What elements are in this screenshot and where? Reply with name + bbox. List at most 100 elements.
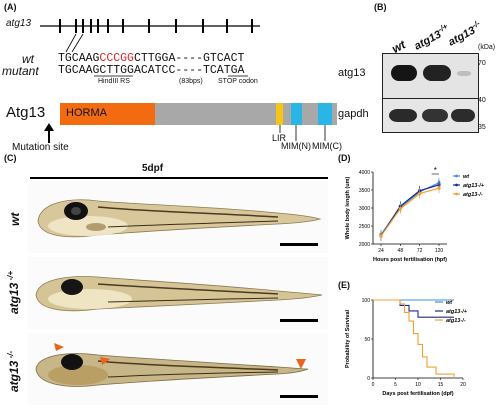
blot-label-atg13: atg13 <box>338 67 366 79</box>
legend-marker-d <box>455 192 458 196</box>
survival-curve-2 <box>373 299 455 378</box>
wt-seq-gap: ---- <box>175 52 203 65</box>
chart-survival: 0 50 100 0 5 10 15 20 Days post fertilisation (d… <box>345 298 468 397</box>
x-tick-label-d: 24 <box>378 248 384 254</box>
western-blot-gapdh <box>382 98 479 133</box>
legend-marker-d <box>455 174 458 178</box>
mim-n-label: MIM(N) <box>281 141 311 151</box>
mutant-sequence: TGCAAGCTTGGACATCC----TCATGA <box>58 64 244 77</box>
y-tick-label-e: 50 <box>364 337 370 343</box>
gene-structure-diagram <box>40 19 337 143</box>
row-label-hom-sup: -/- <box>6 350 15 361</box>
row-label-hom: atg13 -/- <box>6 351 21 392</box>
panel-label-a: (A) <box>4 2 17 12</box>
kda-label: (kDa) <box>478 44 496 51</box>
y-axis-label-d: Whole body length (um) <box>345 177 351 240</box>
x-axis-label-d: Hours post fertilisation (hpf) <box>373 257 447 263</box>
data-point-d <box>437 186 441 190</box>
band-hom-gapdh <box>451 109 475 122</box>
y-tick-label-d: 2500 <box>359 224 370 230</box>
mut-seq-hindiii-site: AAGCTT <box>78 64 121 77</box>
x-tick-label-e: 5 <box>394 382 397 388</box>
scale-bar-wt <box>280 243 318 246</box>
mut-seq-stop-codon: TGA <box>223 64 245 77</box>
data-point-d <box>379 234 383 238</box>
scale-bar-het <box>280 319 318 322</box>
stage-bar <box>30 177 328 179</box>
protein-name: Atg13 <box>6 104 46 121</box>
larva-hom <box>35 343 309 387</box>
mut-seq-part3: TCA <box>202 64 224 77</box>
panel-label-e: (E) <box>338 280 350 290</box>
band-het-gapdh <box>422 109 448 122</box>
arrowhead-marker-3 <box>296 359 306 369</box>
wt-sequence: TGCAAGCCCGGCTTGGA----GTCACT <box>58 52 244 65</box>
legend-label-d: wt <box>463 174 470 180</box>
wt-seq-deleted: CCCGG <box>99 52 134 65</box>
legend-label-e: wt <box>446 300 453 306</box>
row-label-het-sup: -/+ <box>6 270 15 283</box>
wt-seq-part1: TGCAAG <box>58 52 100 65</box>
x-tick-label-d: 72 <box>417 248 423 254</box>
horma-domain-label: HORMA <box>66 107 107 119</box>
mim-c-label: MIM(C) <box>312 141 342 151</box>
band-wt-atg13 <box>391 65 417 81</box>
wt-row-label: wt <box>22 52 34 66</box>
x-tick-label-e: 15 <box>438 382 444 388</box>
row-label-hom-base: atg13 <box>7 360 21 392</box>
panel-label-c: (C) <box>4 153 17 163</box>
bps-label: (83bps) <box>179 78 203 85</box>
y-axis-label-e: Probability of Survival <box>345 309 351 368</box>
x-tick-label-e: 0 <box>372 382 375 388</box>
y-tick-label-d: 3500 <box>359 188 370 194</box>
larva-het <box>35 276 323 312</box>
fish-image-hom <box>28 333 328 405</box>
chart-body-length: 2000 2500 3000 3500 4000 24 48 72 120 Hours post … <box>345 166 485 263</box>
row-label-het: atg13 -/+ <box>6 271 21 314</box>
mutant-row-label: mutant <box>2 64 39 78</box>
mw-marker-blot1: 70 <box>478 60 486 67</box>
larva-wt <box>37 199 322 238</box>
series-line-d-2 <box>380 187 440 237</box>
y-tick-label-d: 2000 <box>359 242 370 248</box>
arrowhead-marker-1 <box>54 343 64 351</box>
legend-label-e: atg13-/+ <box>446 309 468 315</box>
x-tick-label-d: 120 <box>435 248 444 254</box>
mut-seq-part1: TGC <box>58 64 79 77</box>
panel-label-b: (B) <box>374 2 387 12</box>
y-tick-label-d: 4000 <box>359 170 370 176</box>
panel-label-d: (D) <box>338 153 351 163</box>
arrowhead-marker-2 <box>100 357 110 365</box>
y-tick-label-e: 100 <box>362 298 371 304</box>
band-het-atg13 <box>423 65 451 81</box>
data-point-d <box>418 192 422 196</box>
hindiii-label: HindIII RS <box>98 78 130 85</box>
significance-star-d: * <box>434 166 437 175</box>
y-tick-label-d: 3000 <box>359 206 370 212</box>
fish-image-wt <box>28 181 328 253</box>
band-wt-gapdh <box>389 109 417 122</box>
mw-marker-blot2-35: 35 <box>478 124 486 131</box>
legend-marker-d <box>455 183 458 187</box>
x-tick-label-e: 10 <box>415 382 421 388</box>
y-tick-label-e: 0 <box>367 376 370 382</box>
mutation-site-label: Mutation site <box>12 142 69 153</box>
scale-bar-hom <box>280 395 318 398</box>
stop-codon-label: STOP codon <box>218 78 258 85</box>
legend-label-d: atg13-/- <box>463 192 483 198</box>
gene-name: atg13 <box>6 18 32 29</box>
row-label-wt: wt <box>8 212 22 226</box>
western-blot-atg13 <box>382 53 479 99</box>
mut-seq-gap: ---- <box>175 64 203 77</box>
x-tick-label-d: 48 <box>398 248 404 254</box>
wt-seq-end: GTCACT <box>202 52 245 65</box>
x-axis-label-e: Days post fertilisation (dpf) <box>382 391 453 397</box>
legend-label-e: atg13-/- <box>446 318 466 324</box>
mw-marker-blot2-40: 40 <box>478 97 486 104</box>
band-hom-atg13 <box>457 71 471 76</box>
wt-seq-part2: CTTGGA <box>133 52 176 65</box>
data-point-d <box>398 207 402 211</box>
x-tick-label-e: 20 <box>460 382 466 388</box>
stage-label: 5dpf <box>142 163 164 174</box>
